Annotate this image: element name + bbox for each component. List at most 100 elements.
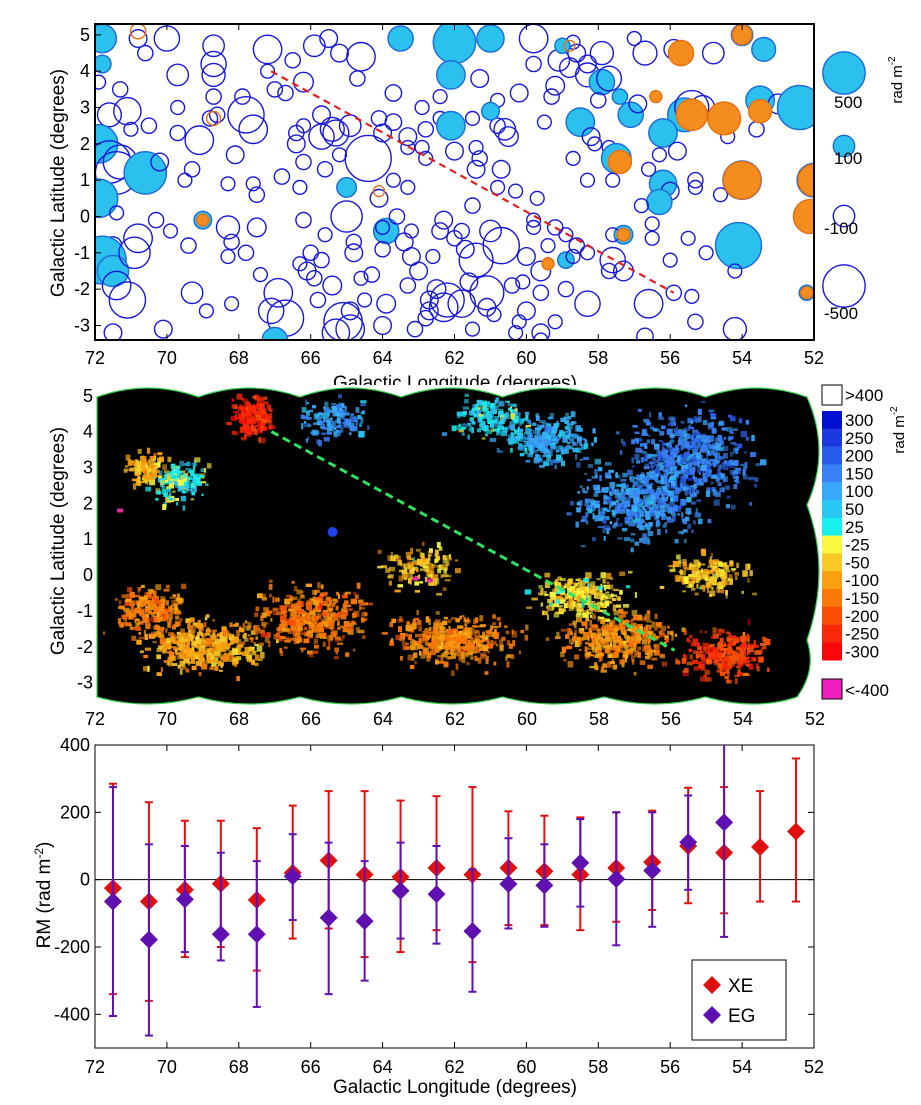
rm-pixel	[137, 461, 141, 466]
colorbar-box-low	[821, 678, 843, 700]
rm-pixel	[728, 640, 734, 646]
rm-pixel	[605, 596, 608, 600]
rm-pixel	[571, 433, 577, 439]
rm-pixel	[604, 524, 610, 527]
rm-pixel	[464, 624, 468, 630]
rm-pixel	[706, 588, 710, 594]
rm-pixel	[306, 402, 310, 405]
rm-pixel	[651, 649, 656, 653]
rm-pixel	[614, 522, 618, 525]
rm-pixel	[211, 643, 218, 647]
rm-pixel	[624, 644, 629, 649]
rm-pixel	[674, 633, 678, 637]
rm-pixel	[360, 601, 365, 606]
rm-pixel	[518, 443, 523, 449]
rm-bubble	[322, 275, 343, 296]
rm-pixel	[637, 646, 642, 651]
rm-pixel	[711, 586, 714, 590]
rm-pixel	[191, 665, 197, 671]
rm-pixel	[570, 411, 576, 418]
rm-pixel	[517, 426, 520, 430]
rm-pixel	[692, 580, 696, 584]
rm-pixel	[276, 611, 282, 616]
rm-pixel	[141, 462, 144, 468]
rm-pixel	[714, 452, 721, 459]
rm-pixel	[701, 570, 706, 575]
rm-pixel	[426, 562, 433, 569]
rm-pixel	[425, 629, 431, 634]
rm-pixel	[750, 452, 757, 457]
rm-pixel	[691, 443, 697, 449]
rm-bubble	[273, 168, 291, 185]
rm-pixel	[179, 470, 182, 474]
rm-pixel	[174, 648, 178, 654]
rm-pixel	[719, 487, 725, 492]
rm-pixel	[636, 474, 643, 481]
rm-pixel	[755, 463, 761, 467]
rm-pixel	[742, 652, 746, 659]
rm-pixel	[486, 410, 490, 415]
rm-pixel	[191, 462, 196, 466]
rm-pixel	[533, 449, 538, 454]
rm-pixel	[461, 646, 467, 649]
x-tick-label: 72	[85, 709, 105, 729]
rm-pixel	[268, 611, 271, 617]
rm-pixel	[324, 598, 331, 602]
rm-bubble	[578, 54, 598, 74]
rm-pixel	[646, 626, 651, 633]
rm-pixel	[364, 612, 368, 617]
rm-pixel	[310, 616, 314, 620]
rm-pixel	[397, 584, 404, 588]
rm-pixel	[264, 396, 268, 400]
rm-bubble	[662, 252, 678, 268]
rm-pixel	[312, 596, 316, 600]
rm-pixel	[658, 497, 661, 502]
rm-pixel	[236, 393, 243, 400]
rm-pixel	[587, 478, 592, 482]
rm-pixel	[584, 472, 587, 475]
rm-pixel	[135, 622, 140, 628]
rm-pixel	[617, 649, 624, 653]
rm-pixel	[596, 593, 602, 599]
rm-pixel	[194, 654, 199, 660]
rm-pixel	[574, 582, 579, 587]
rm-pixel	[123, 607, 130, 612]
rm-pixel	[170, 471, 175, 478]
rm-pixel	[464, 399, 469, 404]
rm-pixel	[611, 594, 617, 597]
rm-pixel	[288, 608, 295, 612]
rm-pixel	[169, 617, 172, 624]
rm-pixel	[249, 637, 254, 640]
rm-pixel	[721, 657, 726, 661]
rm-pixel	[594, 516, 598, 522]
rm-pixel	[671, 509, 676, 515]
rm-pixel	[539, 442, 543, 449]
rm-pixel	[651, 456, 656, 461]
rm-pixel	[578, 582, 582, 587]
rm-pixel	[146, 592, 152, 597]
rm-pixel	[500, 416, 507, 422]
rm-pixel	[567, 600, 573, 607]
rm-pixel	[651, 621, 656, 628]
rm-pixel	[469, 637, 474, 642]
rm-pixel	[304, 626, 307, 630]
rm-pixel	[603, 584, 611, 590]
rm-pixel	[701, 651, 704, 654]
rm-pixel	[540, 446, 545, 453]
rm-pixel	[709, 590, 716, 597]
rm-pixel	[682, 500, 685, 507]
rm-pixel	[633, 477, 637, 480]
rm-pixel	[268, 406, 271, 412]
rm-pixel	[743, 451, 748, 454]
rm-pixel	[455, 618, 460, 623]
rm-bubble	[434, 210, 454, 230]
rm-pixel	[625, 585, 631, 589]
rm-pixel	[683, 576, 689, 582]
rm-pixel	[734, 479, 737, 482]
rm-pixel	[605, 527, 611, 531]
rm-pixel	[415, 568, 419, 573]
colorbar-box-high	[821, 384, 843, 406]
colorbar-label: 250	[845, 429, 873, 448]
rm-pixel	[602, 663, 608, 668]
rm-pixel	[314, 616, 319, 622]
